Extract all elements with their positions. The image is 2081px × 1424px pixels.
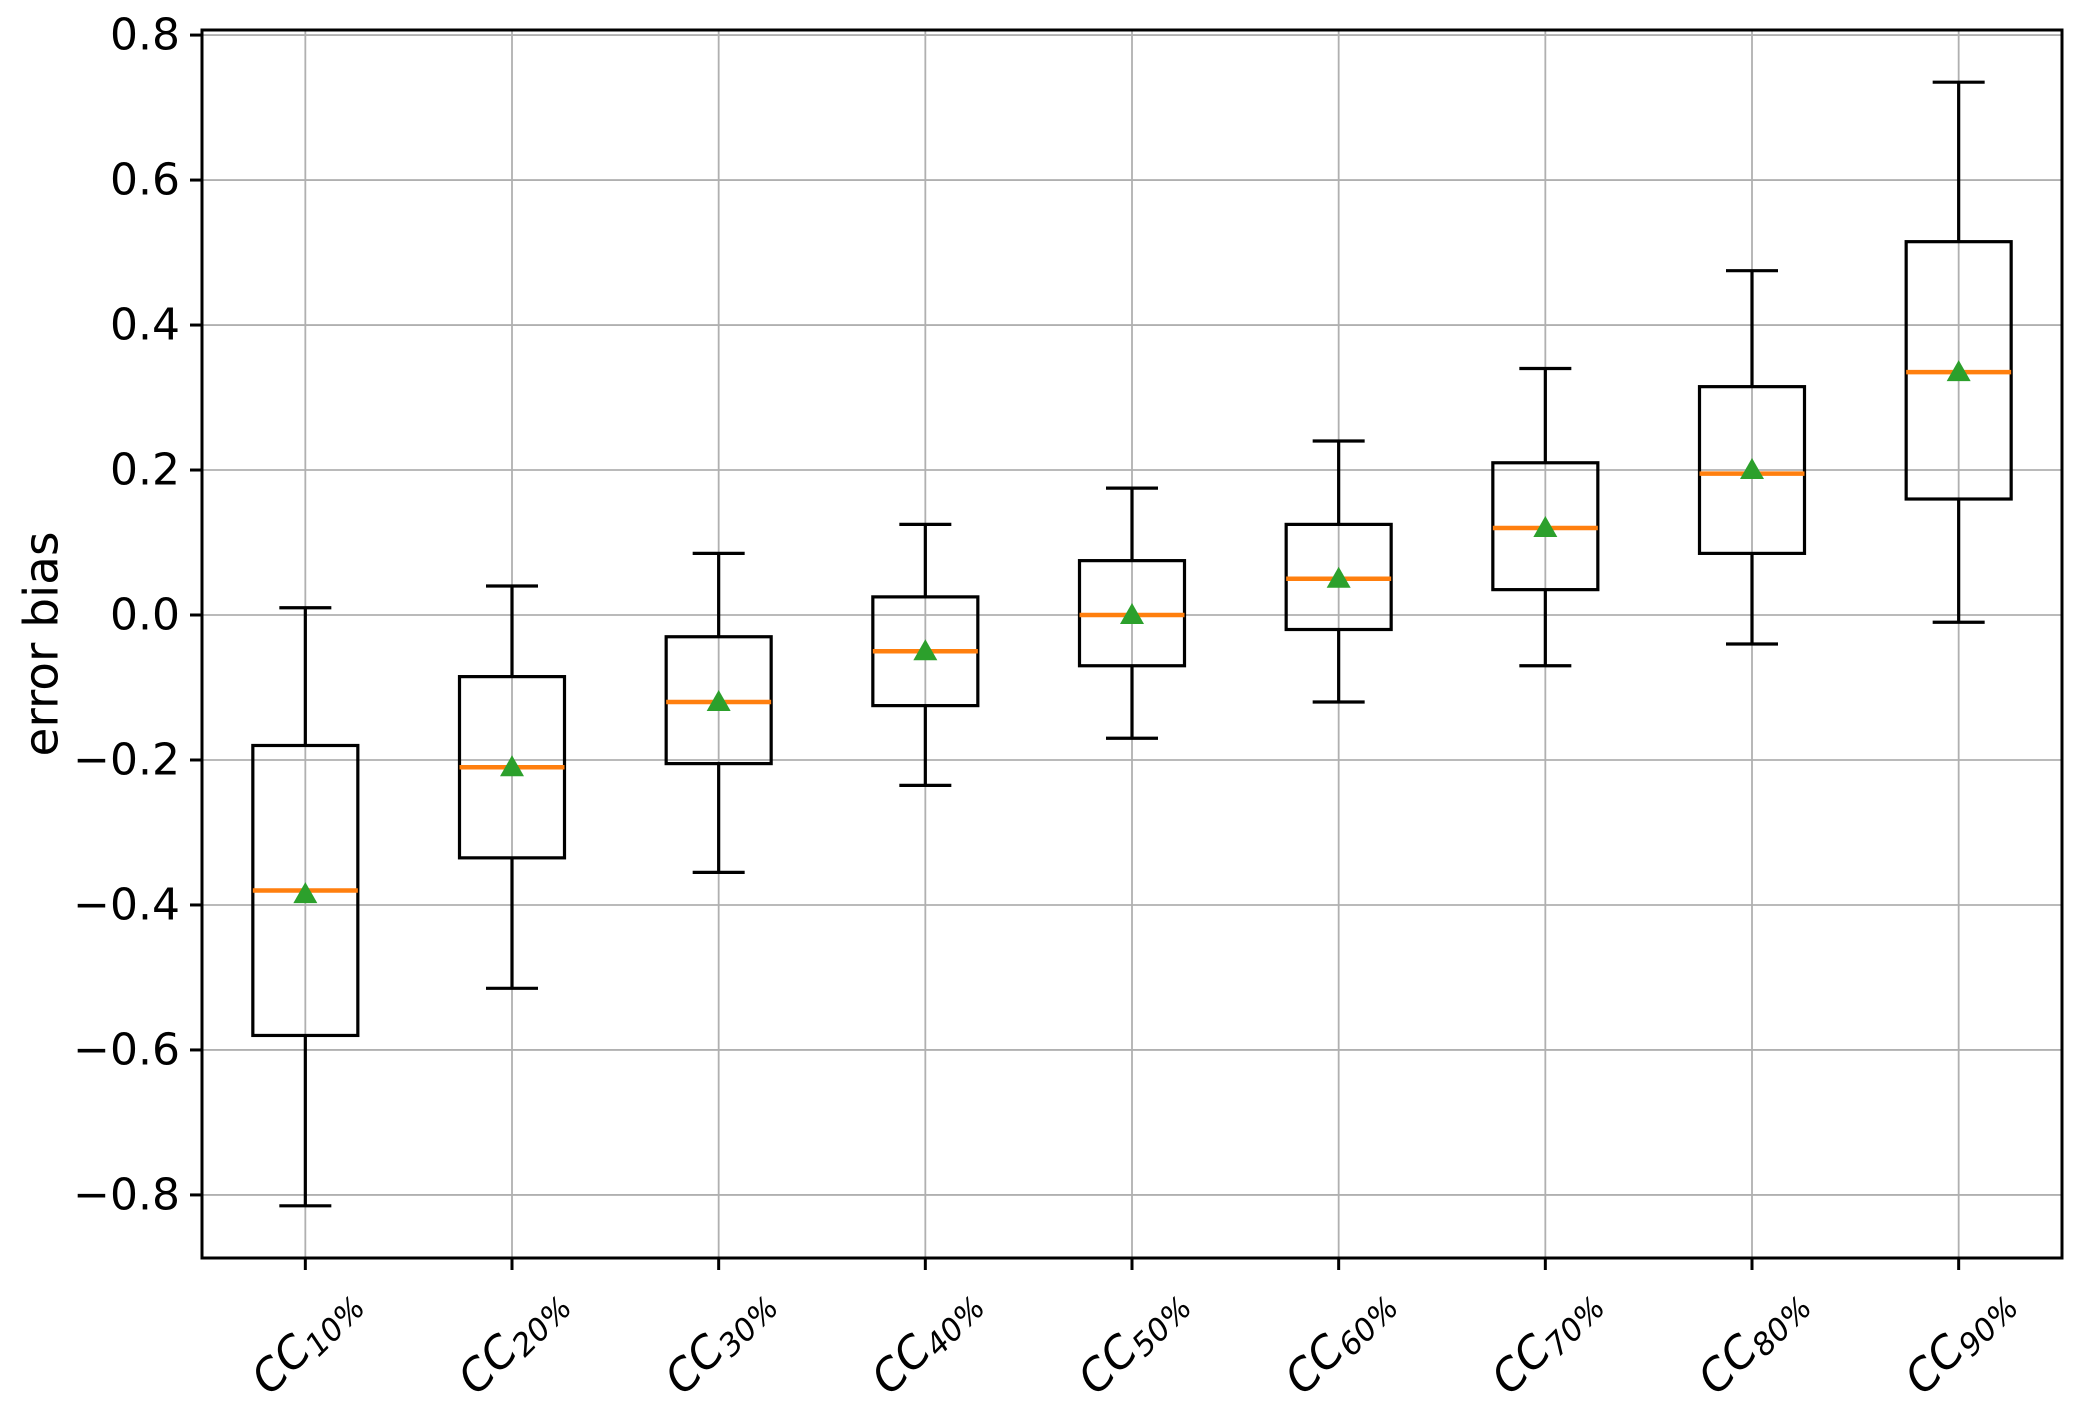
x-tick-label: CC30% (655, 1276, 786, 1407)
x-tick-label: CC20% (448, 1276, 579, 1407)
axes-layer: 0.8 0.6 0.4 0.2 0.0 −0.2 −0.4 −0.6 −0.8 CC10% CC20… (73, 10, 2064, 1407)
y-tick-label: 0.6 (110, 155, 180, 206)
mean-marker (293, 882, 318, 904)
box-group-CC70% (1491, 366, 1600, 668)
y-tick-label: 0.2 (110, 445, 180, 496)
box-group-CC20% (457, 584, 567, 990)
box-group-CC80% (1697, 269, 1807, 646)
mean-marker (1326, 566, 1351, 588)
y-tick-label: −0.6 (73, 1024, 180, 1075)
x-tick-label: CC50% (1068, 1276, 1199, 1407)
box-group-CC60% (1284, 439, 1393, 704)
mean-marker (706, 689, 731, 711)
y-tick-label: −0.8 (73, 1169, 180, 1220)
plot-frame (200, 28, 2064, 1260)
x-tick-label: CC80% (1688, 1276, 1819, 1407)
y-tick-label: −0.4 (73, 879, 180, 930)
x-tick-label: CC90% (1895, 1276, 2026, 1407)
x-tick-label: CC10% (241, 1276, 372, 1407)
mean-marker (500, 755, 524, 777)
iqr-box (1697, 385, 1807, 555)
mean-marker (913, 639, 938, 661)
grid-layer (202, 30, 2062, 1258)
mean-marker (1946, 360, 1971, 382)
y-axis-label: error bias (15, 532, 70, 757)
x-tick-label: CC60% (1275, 1276, 1406, 1407)
box-group-CC10% (251, 606, 360, 1208)
box-group-CC40% (871, 522, 980, 787)
box-layer (251, 80, 2013, 1208)
box-group-CC30% (664, 551, 773, 874)
x-tick-label: CC40% (861, 1276, 992, 1407)
mean-marker (1120, 603, 1144, 625)
y-tick-label: 0.0 (110, 590, 180, 641)
y-tick-label: 0.4 (110, 300, 180, 351)
box-group-CC50% (1077, 486, 1187, 740)
x-tick-label: CC70% (1481, 1276, 1612, 1407)
y-tick-label: −0.2 (73, 734, 180, 785)
box-group-CC90% (1904, 80, 2013, 624)
y-tick-label: 0.8 (110, 10, 180, 61)
mean-marker (1740, 458, 1764, 480)
mean-marker (1533, 516, 1558, 538)
